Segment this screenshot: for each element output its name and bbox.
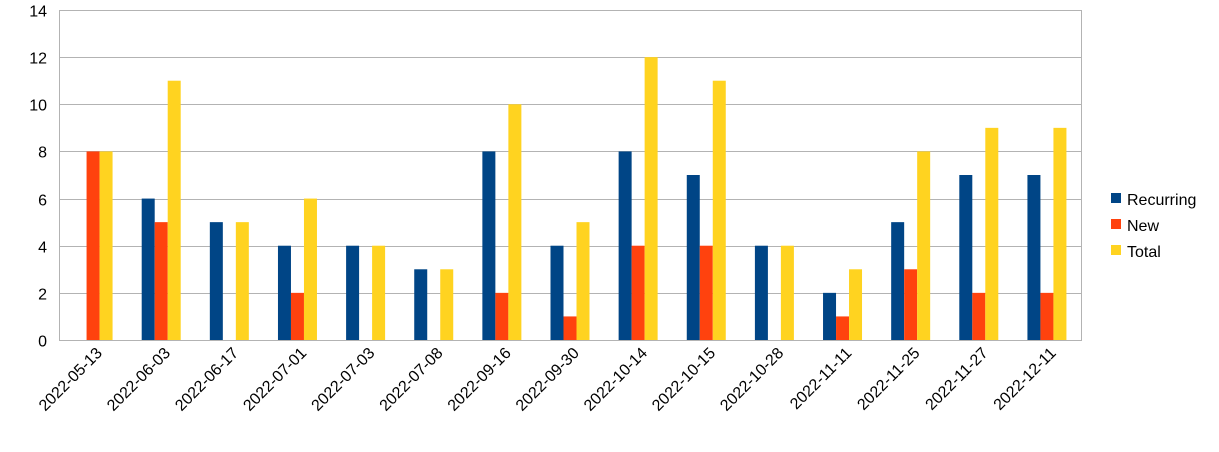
y-tick-label: 8	[38, 145, 47, 162]
bar-recurring	[618, 151, 632, 340]
legend: Recurring New Total	[1111, 192, 1196, 261]
bar-total	[167, 80, 181, 340]
bar-total	[1053, 127, 1067, 340]
y-tick-labels: 0 2 4 6 8 10 12 14	[29, 4, 47, 351]
x-tick-label: 2022-09-16	[445, 345, 515, 415]
x-tick-label: 2022-11-11	[787, 345, 855, 413]
y-tick-label: 0	[38, 334, 47, 351]
bar-recurring	[686, 175, 700, 340]
bar-recurring	[550, 245, 564, 340]
gridlines	[59, 10, 1081, 341]
bar-new	[631, 245, 645, 340]
bar-total	[849, 269, 863, 340]
bar-total	[644, 57, 658, 341]
bar-new	[836, 316, 850, 340]
bar-new	[290, 292, 304, 340]
x-tick-label: 2022-05-13	[36, 345, 106, 415]
legend-swatch-recurring	[1111, 193, 1121, 203]
bar-recurring	[891, 222, 905, 340]
y-tick-label: 4	[38, 240, 47, 257]
bar-new	[1040, 292, 1054, 340]
bar-total	[235, 222, 249, 340]
x-tick-label: 2022-06-17	[172, 345, 242, 415]
bar-new	[563, 316, 577, 340]
bar-recurring	[141, 198, 155, 340]
bar-recurring	[1027, 175, 1041, 340]
bar-recurring	[754, 245, 768, 340]
bar-total	[712, 80, 726, 340]
x-tick-label: 2022-10-15	[649, 345, 719, 415]
x-tick-label: 2022-07-01	[240, 345, 310, 415]
bar-new	[154, 222, 168, 340]
bar-total	[303, 198, 317, 340]
bar-total	[985, 127, 999, 340]
bar-total	[440, 269, 454, 340]
axes	[59, 10, 1082, 341]
legend-label-total: Total	[1127, 244, 1161, 261]
bar-total	[780, 245, 794, 340]
bar-total	[917, 151, 931, 340]
y-tick-label: 10	[29, 98, 47, 115]
bar-recurring	[277, 245, 291, 340]
bar-recurring	[414, 269, 428, 340]
x-tick-label: 2022-09-30	[513, 345, 583, 415]
x-tick-label: 2022-11-27	[923, 345, 992, 414]
y-tick-label: 2	[38, 287, 47, 304]
x-tick-label: 2022-10-14	[581, 345, 651, 415]
legend-swatch-new	[1111, 219, 1121, 229]
bar-new	[495, 292, 509, 340]
bar-recurring	[959, 175, 973, 340]
y-tick-label: 14	[29, 4, 47, 21]
legend-label-recurring: Recurring	[1127, 192, 1196, 209]
bars	[86, 57, 1067, 341]
bar-total	[99, 151, 113, 340]
x-tick-label: 2022-11-25	[854, 345, 923, 414]
bar-recurring	[823, 292, 837, 340]
bar-new	[86, 151, 100, 340]
y-tick-label: 6	[38, 193, 47, 210]
bar-recurring	[209, 222, 223, 340]
bar-recurring	[346, 245, 360, 340]
bar-new	[699, 245, 713, 340]
y-tick-label: 12	[29, 51, 47, 68]
bar-new	[904, 269, 918, 340]
x-tick-label: 2022-06-03	[104, 345, 174, 415]
x-tick-label: 2022-07-03	[309, 345, 379, 415]
plot-area-border	[59, 10, 1082, 341]
bar-total	[576, 222, 590, 340]
x-tick-label: 2022-12-11	[991, 345, 1060, 414]
bar-total	[508, 104, 522, 341]
bar-recurring	[482, 151, 496, 340]
x-tick-label: 2022-10-28	[717, 345, 787, 415]
x-tick-label: 2022-07-08	[377, 345, 447, 415]
x-tick-labels: 2022-05-132022-06-032022-06-172022-07-01…	[36, 345, 1060, 415]
legend-label-new: New	[1127, 218, 1159, 235]
legend-swatch-total	[1111, 245, 1121, 255]
bar-new	[972, 292, 986, 340]
bar-total	[372, 245, 386, 340]
